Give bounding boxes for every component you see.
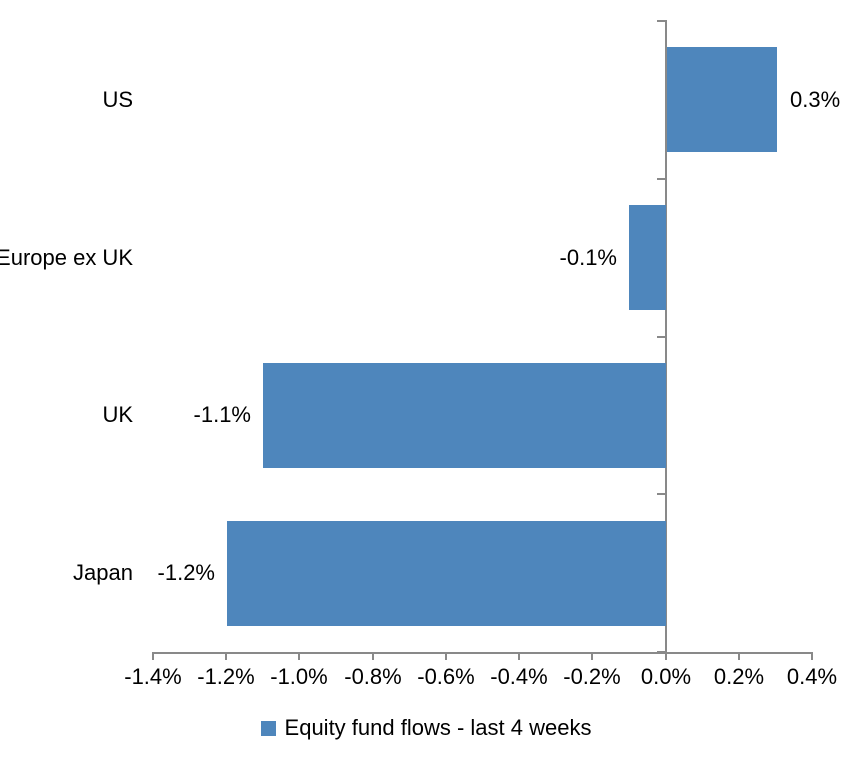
x-axis-tick [738,652,740,660]
x-axis-tick [152,652,154,660]
x-tick-label: 0.0% [640,664,692,689]
x-axis-tick [445,652,447,660]
x-axis-tick [665,652,667,660]
y-axis-tick [657,20,667,22]
bar-japan [227,521,666,626]
legend-marker-icon [260,720,276,736]
x-axis-tick [811,652,813,660]
x-tick-label: 0.4% [786,664,838,689]
x-axis-tick [298,652,300,660]
y-axis-tick [657,178,667,180]
x-tick-label: -0.4% [490,664,548,689]
category-label-japan: Japan [73,560,133,585]
data-label-europe-ex-uk: -0.1% [559,245,617,270]
bar-uk [263,363,666,468]
x-tick-label: -0.8% [344,664,402,689]
x-axis-line [152,652,813,654]
y-axis-tick [657,493,667,495]
x-tick-label: 0.2% [713,664,765,689]
x-tick-label: -1.4% [124,664,182,689]
data-label-japan: -1.2% [157,560,215,585]
legend-label: Equity fund flows - last 4 weeks [284,715,592,740]
category-label-europe-ex-uk: Europe ex UK [0,245,133,270]
legend: Equity fund flows - last 4 weeks [0,714,852,742]
bar-us [667,47,777,152]
x-axis-tick [225,652,227,660]
x-tick-label: -1.0% [270,664,328,689]
data-label-us: 0.3% [790,87,841,112]
x-axis-tick [372,652,374,660]
category-label-us: US [102,87,133,112]
x-tick-label: -0.2% [563,664,621,689]
y-axis-tick [657,651,667,653]
x-axis-tick [591,652,593,660]
data-label-uk: -1.1% [193,402,251,427]
category-label-uk: UK [102,402,133,427]
x-tick-label: -0.6% [417,664,475,689]
x-axis-tick [518,652,520,660]
y-axis-tick [657,336,667,338]
bar-europe-ex-uk [629,205,666,310]
x-tick-label: -1.2% [197,664,255,689]
